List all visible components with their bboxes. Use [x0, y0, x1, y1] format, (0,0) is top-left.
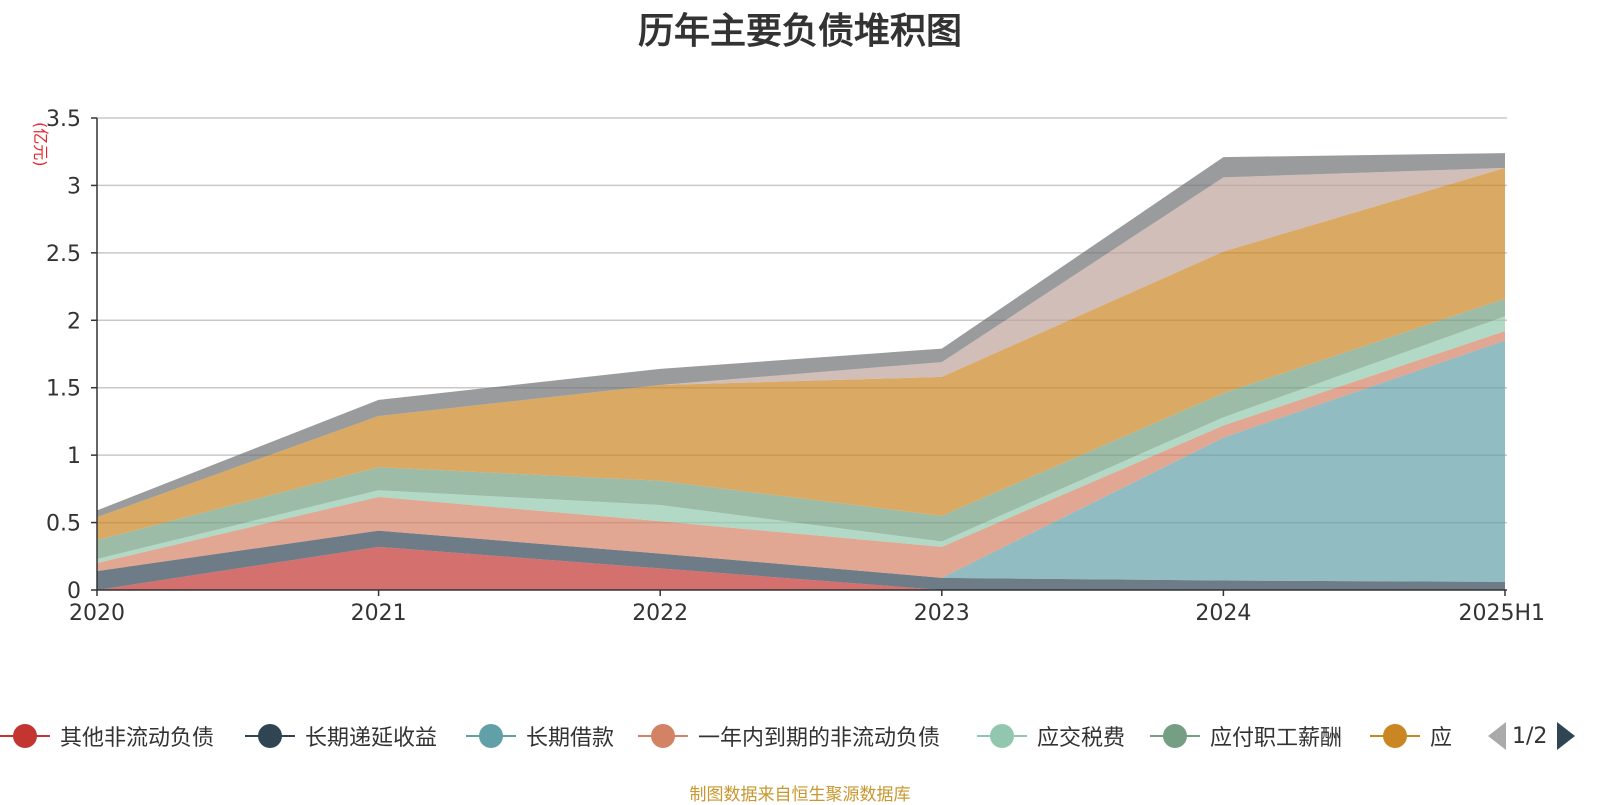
legend-label: 应交税费 — [1037, 726, 1126, 751]
legend-label: 一年内到期的非流动负债 — [698, 726, 941, 751]
legend-label: 应 — [1430, 726, 1453, 751]
y-tick-label: 1 — [67, 444, 81, 469]
x-tick-label: 2023 — [914, 601, 970, 626]
y-tick-label: 3 — [67, 174, 81, 199]
legend-pager: 1/2 — [1488, 716, 1576, 756]
legend-dot-icon — [479, 724, 503, 748]
legend-item-long-term-loans[interactable]: 长期借款 — [466, 716, 614, 756]
y-tick-label: 0.5 — [46, 512, 81, 537]
area-series-3[interactable] — [97, 331, 1505, 578]
legend-item-current-portion[interactable]: 一年内到期的非流动负债 — [638, 716, 940, 756]
legend-item-taxes-payable[interactable]: 应交税费 — [977, 716, 1125, 756]
x-tick-label: 2025H1 — [1458, 601, 1545, 626]
legend-item-payroll-payable[interactable]: 应付职工薪酬 — [1150, 716, 1342, 756]
legend-label: 长期递延收益 — [305, 726, 438, 751]
y-axis-unit-label: (亿元) — [31, 122, 50, 167]
next-page-arrow-icon[interactable] — [1557, 722, 1576, 750]
axes — [96, 118, 1507, 591]
area-series-5[interactable] — [97, 298, 1505, 559]
area-series-6[interactable] — [97, 167, 1505, 541]
y-axis-unit-text: (亿元) — [31, 122, 50, 167]
legend-dot-icon — [990, 724, 1014, 748]
legend-dot-icon — [1163, 724, 1187, 748]
y-tick-label: 1.5 — [46, 377, 81, 402]
legend-marker-icon — [1370, 721, 1420, 751]
legend: 其他非流动负债 长期递延收益 长期借款 一年内到期的非流动负债 应交税费 — [0, 716, 1600, 756]
legend-dot-icon — [258, 724, 282, 748]
y-tick-label: 2.5 — [46, 242, 81, 267]
prev-page-arrow-icon[interactable] — [1488, 722, 1506, 750]
chart-title: 历年主要负债堆积图 — [637, 11, 962, 52]
x-tick-label: 2021 — [351, 601, 407, 626]
legend-label: 长期借款 — [526, 726, 615, 751]
y-tick-label: 2 — [67, 309, 81, 334]
legend-marker-icon — [466, 721, 516, 751]
legend-label: 其他非流动负债 — [60, 726, 215, 751]
source-note: 制图数据来自恒生聚源数据库 — [689, 785, 911, 805]
legend-dot-icon — [1383, 724, 1407, 748]
legend-dot-icon — [651, 724, 675, 748]
legend-marker-icon — [1150, 721, 1200, 751]
legend-marker-icon — [638, 721, 688, 751]
area-series-0[interactable] — [97, 546, 1505, 590]
y-tick-label: 0 — [67, 579, 81, 604]
axis-ticks: 0 0.5 1 1.5 2 2.5 3 3.5 2020 2021 2022 2023 2024 2025… — [46, 107, 1545, 626]
area-series — [97, 153, 1505, 590]
x-tick-label: 2024 — [1195, 601, 1251, 626]
y-tick-label: 3.5 — [46, 107, 81, 132]
legend-marker-icon — [977, 721, 1027, 751]
area-series-7[interactable] — [97, 167, 1505, 518]
legend-label: 应付职工薪酬 — [1210, 726, 1343, 751]
legend-item-truncated[interactable]: 应 — [1370, 716, 1452, 756]
x-tick-label: 2022 — [632, 601, 688, 626]
legend-dot-icon — [13, 724, 37, 748]
legend-page-indicator: 1/2 — [1512, 723, 1548, 749]
legend-marker-icon — [245, 721, 295, 751]
area-series-4[interactable] — [97, 316, 1505, 564]
legend-item-deferred-income[interactable]: 长期递延收益 — [245, 716, 437, 756]
x-tick-label: 2020 — [69, 601, 125, 626]
legend-marker-icon — [0, 721, 50, 751]
area-series-2[interactable] — [97, 340, 1505, 582]
legend-item-other-noncurrent[interactable]: 其他非流动负债 — [0, 716, 214, 756]
area-series-1[interactable] — [97, 530, 1505, 590]
